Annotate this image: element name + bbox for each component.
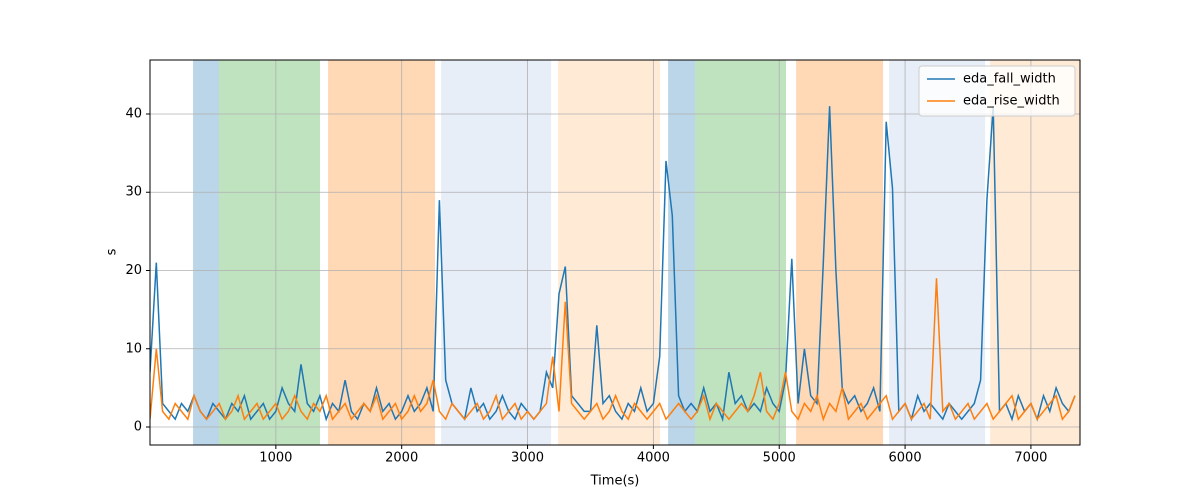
shaded-span [558, 60, 661, 445]
shaded-span [668, 60, 696, 445]
x-tick-label: 1000 [259, 451, 292, 466]
x-tick-label: 6000 [889, 451, 922, 466]
legend-box [918, 65, 1076, 117]
y-axis-label: s [105, 248, 120, 255]
shaded-span [441, 60, 552, 445]
y-tick-label: 0 [134, 420, 142, 435]
x-tick-label: 5000 [763, 451, 796, 466]
y-tick-label: 40 [125, 106, 142, 121]
y-tick-label: 10 [125, 341, 142, 356]
y-tick-label: 30 [125, 185, 142, 200]
shaded-span [990, 60, 1080, 445]
legend-label: eda_fall_width [963, 72, 1056, 87]
x-tick-label: 2000 [385, 451, 418, 466]
shaded-span [193, 60, 219, 445]
shaded-span [796, 60, 884, 445]
x-axis-label: Time(s) [590, 474, 640, 489]
shaded-span [695, 60, 787, 445]
x-tick-label: 4000 [637, 451, 670, 466]
shaded-span [889, 60, 986, 445]
x-tick-label: 7000 [1014, 451, 1047, 466]
x-tick-label: 3000 [511, 451, 544, 466]
y-tick-label: 20 [125, 263, 142, 278]
legend-label: eda_rise_width [963, 94, 1060, 109]
series-line [150, 278, 1076, 422]
plot-frame [149, 59, 1081, 446]
